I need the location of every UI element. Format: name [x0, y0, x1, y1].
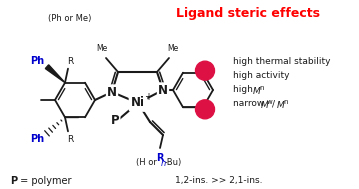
- Text: narrow: narrow: [233, 99, 267, 108]
- Text: R: R: [156, 153, 164, 163]
- Circle shape: [196, 100, 214, 119]
- Text: Ph: Ph: [30, 56, 44, 66]
- Text: n: n: [283, 99, 288, 105]
- Circle shape: [196, 61, 214, 80]
- Text: = polymer: = polymer: [17, 176, 71, 186]
- Text: Ph: Ph: [30, 134, 44, 144]
- Text: R: R: [67, 135, 73, 144]
- Text: /: /: [272, 99, 275, 108]
- Text: (H or: (H or: [136, 159, 160, 167]
- Text: (Ph or Me): (Ph or Me): [48, 13, 92, 22]
- Text: w: w: [267, 99, 273, 105]
- Text: high: high: [233, 85, 256, 94]
- Text: N: N: [158, 84, 168, 97]
- Text: $\it{M}$: $\it{M}$: [276, 98, 285, 109]
- Text: P: P: [10, 176, 17, 186]
- Text: high activity: high activity: [233, 71, 289, 81]
- Text: Me: Me: [96, 44, 108, 53]
- Polygon shape: [45, 65, 65, 83]
- Text: $\it{M}$: $\it{M}$: [260, 98, 270, 109]
- Text: -Bu): -Bu): [165, 159, 182, 167]
- Text: 1,2-ins. >> 2,1-ins.: 1,2-ins. >> 2,1-ins.: [175, 177, 262, 185]
- Text: N: N: [107, 85, 117, 98]
- Text: +: +: [144, 92, 152, 102]
- Text: Ni: Ni: [131, 97, 145, 109]
- Text: R: R: [67, 57, 73, 66]
- Text: n: n: [161, 159, 166, 167]
- Text: $\it{M}$: $\it{M}$: [252, 84, 261, 95]
- Text: P: P: [111, 114, 119, 126]
- Text: n: n: [259, 85, 264, 91]
- Text: high thermal stability: high thermal stability: [233, 57, 331, 67]
- Text: Ligand steric effects: Ligand steric effects: [176, 8, 320, 20]
- Text: Me: Me: [167, 44, 179, 53]
